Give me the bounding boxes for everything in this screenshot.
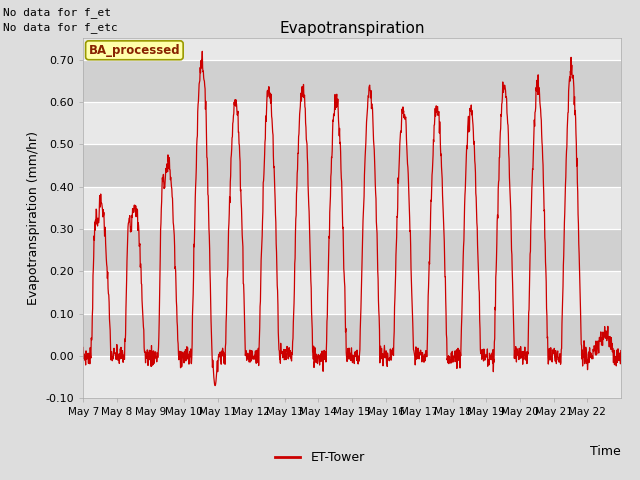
Text: No data for f_etc: No data for f_etc [3, 22, 118, 33]
Legend: ET-Tower: ET-Tower [270, 446, 370, 469]
Title: Evapotranspiration: Evapotranspiration [279, 21, 425, 36]
Text: No data for f_et: No data for f_et [3, 7, 111, 18]
Bar [83, 187, 621, 229]
Bar [83, 271, 621, 314]
Bar [83, 356, 621, 398]
Text: BA_processed: BA_processed [88, 44, 180, 57]
Bar [83, 102, 621, 144]
Bar [83, 60, 621, 102]
Bar [83, 314, 621, 356]
Bar [83, 229, 621, 271]
Text: Time: Time [590, 445, 621, 458]
Y-axis label: Evapotranspiration (mm/hr): Evapotranspiration (mm/hr) [27, 132, 40, 305]
Bar [83, 144, 621, 187]
